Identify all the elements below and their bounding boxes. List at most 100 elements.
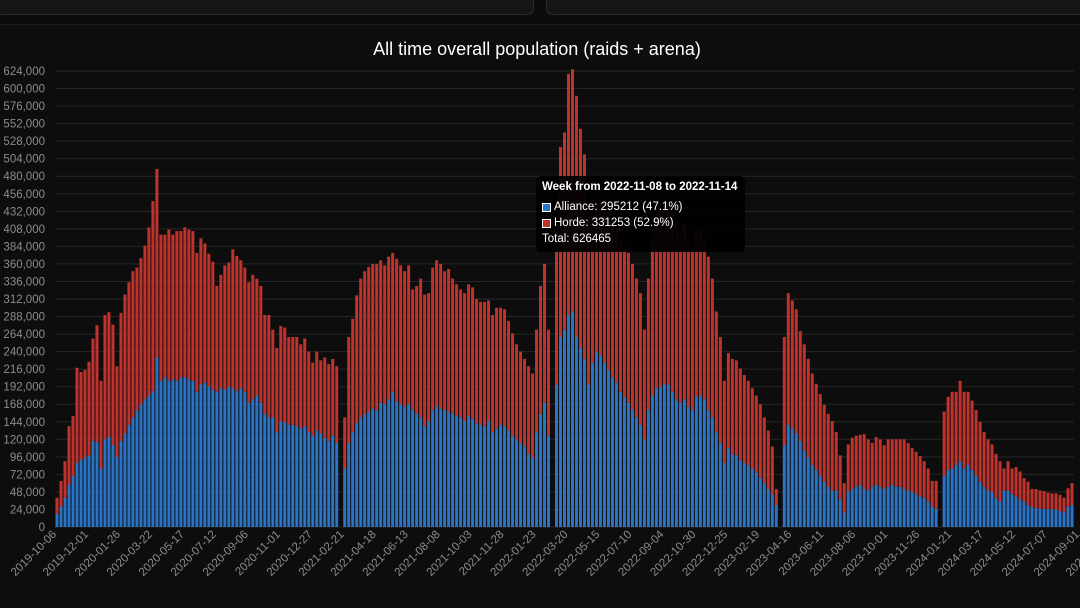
bar-horde[interactable] — [59, 480, 63, 507]
bar-horde[interactable] — [794, 309, 798, 434]
bar-horde[interactable] — [299, 344, 303, 429]
bar-alliance[interactable] — [786, 424, 790, 527]
bar-horde[interactable] — [722, 380, 726, 463]
bar-alliance[interactable] — [451, 413, 455, 527]
bar-alliance[interactable] — [1026, 505, 1030, 527]
bar-alliance[interactable] — [666, 384, 670, 528]
bar-horde[interactable] — [958, 380, 962, 462]
bar-horde[interactable] — [838, 455, 842, 500]
bar-alliance[interactable] — [1014, 496, 1018, 527]
bar-alliance[interactable] — [247, 402, 251, 527]
bar-alliance[interactable] — [359, 417, 363, 527]
bar-alliance[interactable] — [259, 402, 263, 527]
bar-alliance[interactable] — [271, 417, 275, 527]
bar-horde[interactable] — [702, 238, 706, 400]
bar-horde[interactable] — [1070, 483, 1074, 506]
bar-horde[interactable] — [870, 442, 874, 487]
bar-alliance[interactable] — [431, 410, 435, 527]
bar-horde[interactable] — [359, 278, 363, 418]
bar-alliance[interactable] — [503, 426, 507, 527]
bar-horde[interactable] — [770, 446, 774, 495]
bar-alliance[interactable] — [1050, 509, 1054, 527]
bar-alliance[interactable] — [87, 455, 91, 527]
bar-horde[interactable] — [239, 260, 243, 389]
bar-horde[interactable] — [395, 258, 399, 402]
bar-alliance[interactable] — [750, 468, 754, 527]
bar-alliance[interactable] — [499, 424, 503, 527]
bar-alliance[interactable] — [962, 468, 966, 527]
bar-horde[interactable] — [535, 329, 539, 432]
bar-horde[interactable] — [726, 353, 730, 449]
bar-horde[interactable] — [507, 320, 511, 431]
bar-alliance[interactable] — [331, 435, 335, 527]
bar-horde[interactable] — [271, 329, 275, 418]
bar-horde[interactable] — [866, 439, 870, 491]
bar-alliance[interactable] — [602, 362, 606, 527]
bar-horde[interactable] — [714, 311, 718, 432]
bar-alliance[interactable] — [954, 464, 958, 527]
bar-horde[interactable] — [519, 351, 523, 443]
bar-horde[interactable] — [586, 216, 590, 385]
bar-alliance[interactable] — [926, 501, 930, 527]
bar-horde[interactable] — [267, 315, 271, 418]
bar-horde[interactable] — [187, 229, 191, 380]
bar-horde[interactable] — [111, 324, 115, 446]
bar-alliance[interactable] — [646, 410, 650, 527]
bar-alliance[interactable] — [670, 391, 674, 527]
bar-alliance[interactable] — [275, 432, 279, 527]
bar-horde[interactable] — [347, 337, 351, 443]
bar-alliance[interactable] — [91, 440, 95, 527]
bar-alliance[interactable] — [107, 436, 111, 527]
bar-horde[interactable] — [363, 271, 367, 414]
bar-alliance[interactable] — [782, 445, 786, 527]
bar-horde[interactable] — [746, 380, 750, 465]
bar-horde[interactable] — [127, 282, 131, 425]
bar-horde[interactable] — [263, 315, 267, 414]
bar-horde[interactable] — [834, 432, 838, 491]
bar-horde[interactable] — [626, 252, 630, 403]
bar-alliance[interactable] — [742, 462, 746, 527]
bar-horde[interactable] — [910, 448, 914, 492]
bar-alliance[interactable] — [958, 461, 962, 527]
bar-horde[interactable] — [774, 489, 778, 506]
bar-horde[interactable] — [742, 375, 746, 463]
bar-horde[interactable] — [690, 249, 694, 411]
bar-alliance[interactable] — [115, 456, 119, 527]
bar-horde[interactable] — [1034, 489, 1038, 508]
bar-alliance[interactable] — [874, 484, 878, 527]
bar-horde[interactable] — [135, 267, 139, 411]
bar-horde[interactable] — [387, 256, 391, 400]
bar-alliance[interactable] — [610, 377, 614, 527]
bar-horde[interactable] — [914, 451, 918, 495]
bar-alliance[interactable] — [798, 440, 802, 527]
bar-alliance[interactable] — [802, 450, 806, 527]
bar-alliance[interactable] — [994, 497, 998, 527]
bar-alliance[interactable] — [435, 406, 439, 527]
bar-horde[interactable] — [850, 437, 854, 489]
bar-alliance[interactable] — [966, 464, 970, 527]
bar-horde[interactable] — [259, 285, 263, 403]
bar-horde[interactable] — [1026, 481, 1030, 506]
bar-horde[interactable] — [547, 329, 551, 436]
bar-alliance[interactable] — [103, 439, 107, 527]
bar-horde[interactable] — [1058, 494, 1062, 511]
bar-alliance[interactable] — [183, 377, 187, 527]
bar-alliance[interactable] — [1018, 499, 1022, 527]
bar-alliance[interactable] — [375, 410, 379, 527]
bar-horde[interactable] — [686, 242, 690, 407]
bar-alliance[interactable] — [559, 337, 563, 527]
bar-alliance[interactable] — [790, 428, 794, 527]
bar-alliance[interactable] — [459, 417, 463, 527]
bar-alliance[interactable] — [155, 357, 159, 527]
bar-horde[interactable] — [167, 229, 171, 381]
bar-alliance[interactable] — [1030, 507, 1034, 527]
bar-alliance[interactable] — [295, 426, 299, 527]
bar-horde[interactable] — [499, 307, 503, 425]
bar-alliance[interactable] — [187, 379, 191, 527]
bar-alliance[interactable] — [658, 386, 662, 527]
bar-horde[interactable] — [602, 205, 606, 363]
bar-alliance[interactable] — [586, 384, 590, 528]
bar-alliance[interactable] — [630, 410, 634, 527]
bar-horde[interactable] — [966, 391, 970, 465]
bar-alliance[interactable] — [303, 426, 307, 527]
